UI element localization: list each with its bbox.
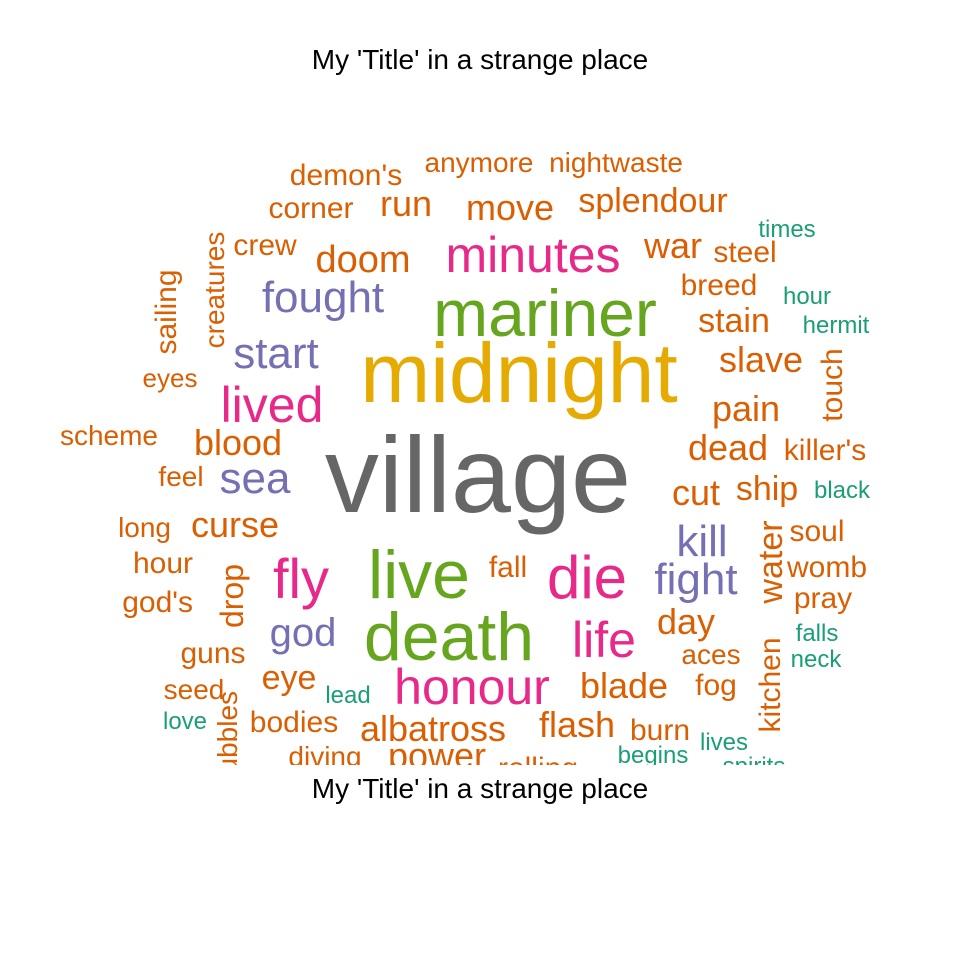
- word-live: live: [368, 537, 470, 613]
- word-creatures: creatures: [199, 232, 230, 349]
- word-long: long: [118, 512, 171, 543]
- word-breed: breed: [681, 269, 758, 302]
- word-burn: burn: [630, 714, 690, 747]
- word-ship: ship: [736, 470, 798, 508]
- word-power: power: [388, 735, 486, 765]
- word-albatross: albatross: [360, 708, 506, 749]
- word-die: die: [547, 544, 627, 611]
- word-blade: blade: [580, 665, 668, 706]
- word-hour: hour: [133, 547, 193, 580]
- word-times: times: [758, 216, 815, 243]
- word-fog: fog: [695, 669, 737, 702]
- word-lead: lead: [325, 682, 370, 709]
- word-eyes: eyes: [143, 363, 198, 393]
- word-slave: slave: [719, 339, 803, 380]
- word-neck: neck: [791, 646, 843, 673]
- word-midnight: midnight: [360, 326, 678, 420]
- word-blood: blood: [194, 422, 282, 463]
- word-touch: touch: [816, 348, 849, 421]
- word-life: life: [572, 612, 636, 668]
- word-mariner: mariner: [433, 276, 657, 350]
- word-water: water: [752, 520, 790, 604]
- word-stain: stain: [698, 302, 770, 340]
- word-steel: steel: [713, 236, 776, 269]
- word-hermit: hermit: [803, 312, 870, 339]
- word-kitchen: kitchen: [754, 637, 787, 732]
- word-flash: flash: [539, 704, 615, 745]
- word-corner: corner: [268, 192, 353, 225]
- word-hour: hour: [783, 283, 831, 310]
- word-seed: seed: [164, 674, 225, 705]
- word-village: village: [325, 414, 631, 535]
- word-begins: begins: [618, 742, 689, 765]
- word-minutes: minutes: [445, 227, 620, 283]
- word-fly: fly: [273, 547, 329, 610]
- word-move: move: [466, 187, 554, 228]
- word-doom: doom: [315, 239, 410, 281]
- word-curse: curse: [191, 504, 279, 545]
- word-pray: pray: [794, 582, 852, 615]
- word-dead: dead: [688, 427, 768, 468]
- word-soul: soul: [789, 515, 844, 548]
- word-fight: fight: [654, 555, 737, 604]
- chart-title-bottom: My 'Title' in a strange place: [311, 773, 649, 804]
- word-cloud-area: village midnight mariner live death minutes li…: [0, 140, 960, 765]
- word-war: war: [643, 225, 702, 266]
- word-black: black: [814, 477, 871, 504]
- word-honour: honour: [394, 659, 550, 715]
- word-falls: falls: [796, 620, 839, 647]
- word-nightwaste: nightwaste: [549, 147, 683, 178]
- word-anymore: anymore: [425, 147, 534, 178]
- word-gods: god's: [122, 586, 193, 619]
- word-fought: fought: [262, 273, 384, 322]
- word-spirits: spirits: [723, 753, 786, 765]
- word-drop: drop: [214, 564, 250, 628]
- word-rolling: rolling: [498, 752, 578, 765]
- word-demons: demon's: [290, 159, 402, 192]
- word-guns: guns: [180, 637, 245, 670]
- word-eye: eye: [262, 659, 317, 697]
- word-womb: womb: [786, 551, 867, 584]
- word-god: god: [270, 611, 337, 655]
- word-bubbles: bubbles: [212, 691, 243, 765]
- word-lives: lives: [700, 729, 748, 756]
- word-sailing: sailing: [150, 269, 183, 354]
- word-cut: cut: [672, 472, 720, 513]
- chart-title-top: My 'Title' in a strange place: [311, 44, 649, 75]
- word-scheme: scheme: [60, 420, 158, 451]
- word-day: day: [657, 601, 715, 642]
- word-start: start: [233, 329, 319, 378]
- word-run: run: [380, 183, 432, 224]
- word-aces: aces: [681, 639, 740, 670]
- word-splendour: splendour: [578, 182, 727, 220]
- word-crew: crew: [233, 229, 297, 262]
- word-sea: sea: [220, 454, 291, 503]
- word-fall: fall: [489, 551, 527, 584]
- word-diving: diving: [288, 741, 361, 765]
- word-death: death: [364, 599, 534, 675]
- word-lived: lived: [221, 377, 324, 433]
- word-killers: killer's: [784, 434, 866, 467]
- word-feel: feel: [158, 461, 203, 492]
- word-love: love: [163, 708, 207, 735]
- word-bodies: bodies: [250, 706, 338, 739]
- word-kill: kill: [676, 517, 727, 566]
- word-pain: pain: [712, 388, 780, 429]
